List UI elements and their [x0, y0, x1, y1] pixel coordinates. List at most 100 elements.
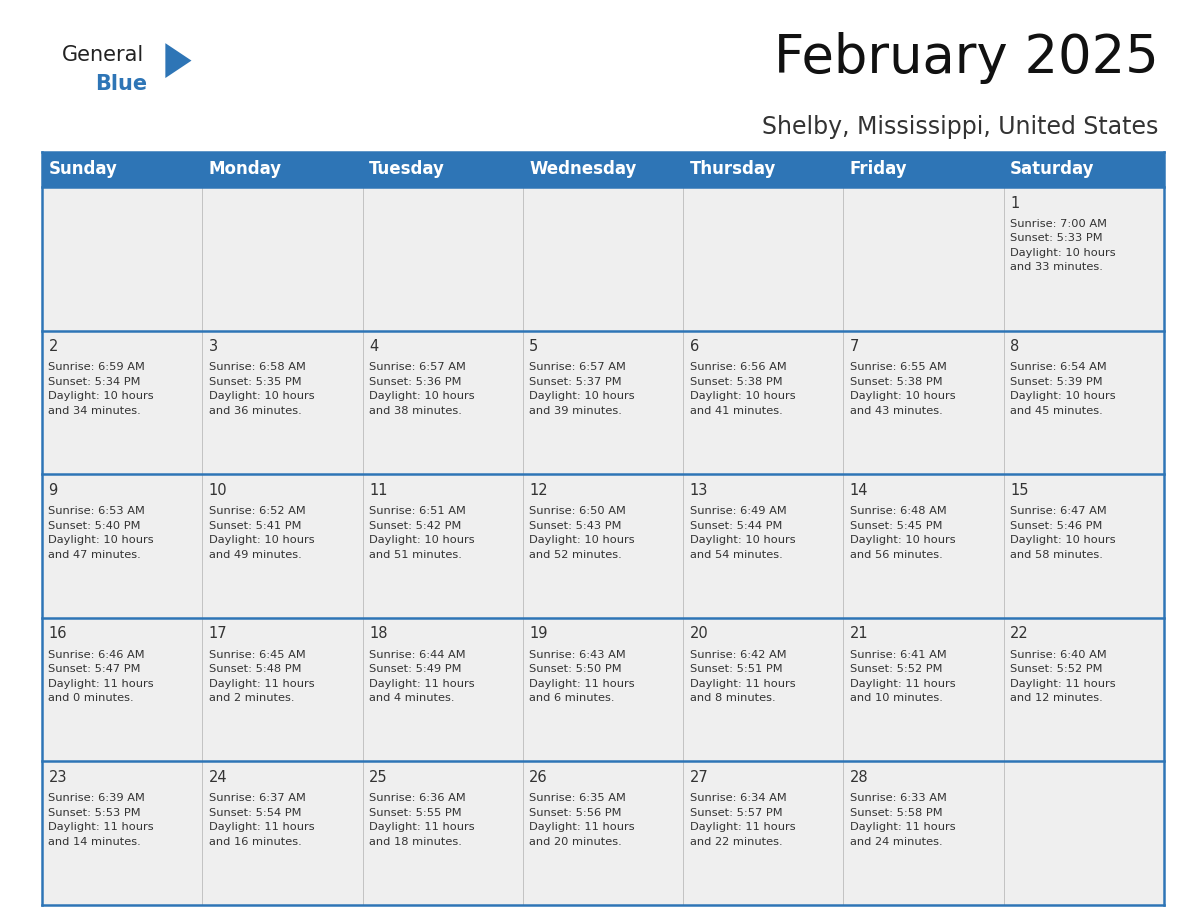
Text: Sunset: 5:35 PM: Sunset: 5:35 PM: [209, 377, 302, 386]
Text: and 43 minutes.: and 43 minutes.: [849, 406, 942, 416]
Text: and 51 minutes.: and 51 minutes.: [369, 550, 462, 559]
Text: Daylight: 10 hours: Daylight: 10 hours: [1010, 391, 1116, 401]
Text: Sunset: 5:57 PM: Sunset: 5:57 PM: [689, 808, 782, 818]
Text: 26: 26: [530, 770, 548, 785]
Text: 11: 11: [369, 483, 387, 498]
Bar: [202, 761, 362, 905]
Text: February 2025: February 2025: [773, 32, 1158, 84]
Text: Daylight: 10 hours: Daylight: 10 hours: [49, 535, 154, 545]
Text: 12: 12: [530, 483, 548, 498]
Text: Sunrise: 6:58 AM: Sunrise: 6:58 AM: [209, 363, 305, 373]
Bar: [683, 152, 843, 187]
Text: 4: 4: [369, 340, 378, 354]
Text: and 24 minutes.: and 24 minutes.: [849, 836, 942, 846]
Text: Sunset: 5:52 PM: Sunset: 5:52 PM: [849, 664, 942, 674]
Bar: [202, 618, 362, 761]
Bar: [42, 330, 202, 475]
Bar: [523, 187, 683, 330]
Bar: [362, 330, 523, 475]
Text: Daylight: 11 hours: Daylight: 11 hours: [209, 678, 315, 688]
Text: and 38 minutes.: and 38 minutes.: [369, 406, 462, 416]
Text: and 2 minutes.: and 2 minutes.: [209, 693, 295, 703]
Text: and 45 minutes.: and 45 minutes.: [1010, 406, 1102, 416]
Text: Sunset: 5:50 PM: Sunset: 5:50 PM: [530, 664, 621, 674]
Text: and 20 minutes.: and 20 minutes.: [530, 836, 623, 846]
Bar: [362, 152, 523, 187]
Text: and 36 minutes.: and 36 minutes.: [209, 406, 302, 416]
Text: 1: 1: [1010, 196, 1019, 210]
Text: Sunrise: 6:54 AM: Sunrise: 6:54 AM: [1010, 363, 1107, 373]
Text: and 14 minutes.: and 14 minutes.: [49, 836, 141, 846]
Text: 14: 14: [849, 483, 868, 498]
Text: Saturday: Saturday: [1010, 161, 1094, 178]
Text: Sunset: 5:43 PM: Sunset: 5:43 PM: [530, 521, 621, 531]
Text: 15: 15: [1010, 483, 1029, 498]
Text: and 6 minutes.: and 6 minutes.: [530, 693, 614, 703]
Text: Sunset: 5:48 PM: Sunset: 5:48 PM: [209, 664, 302, 674]
Text: Tuesday: Tuesday: [369, 161, 444, 178]
Bar: [42, 187, 202, 330]
Bar: [843, 618, 1004, 761]
Text: Daylight: 11 hours: Daylight: 11 hours: [530, 823, 634, 833]
Text: Sunset: 5:44 PM: Sunset: 5:44 PM: [689, 521, 782, 531]
Bar: [42, 152, 202, 187]
Text: 7: 7: [849, 340, 859, 354]
Text: Sunrise: 6:51 AM: Sunrise: 6:51 AM: [369, 506, 466, 516]
Text: and 16 minutes.: and 16 minutes.: [209, 836, 302, 846]
Text: Daylight: 11 hours: Daylight: 11 hours: [689, 823, 795, 833]
Text: and 0 minutes.: and 0 minutes.: [49, 693, 134, 703]
Text: Daylight: 10 hours: Daylight: 10 hours: [530, 535, 634, 545]
Bar: [523, 475, 683, 618]
Text: Daylight: 10 hours: Daylight: 10 hours: [689, 391, 795, 401]
Text: 9: 9: [49, 483, 58, 498]
Text: Sunrise: 6:49 AM: Sunrise: 6:49 AM: [689, 506, 786, 516]
Text: Daylight: 10 hours: Daylight: 10 hours: [849, 391, 955, 401]
Text: Sunrise: 6:55 AM: Sunrise: 6:55 AM: [849, 363, 947, 373]
Text: Sunrise: 6:50 AM: Sunrise: 6:50 AM: [530, 506, 626, 516]
Text: 21: 21: [849, 626, 868, 642]
Text: Sunset: 5:52 PM: Sunset: 5:52 PM: [1010, 664, 1102, 674]
Text: Daylight: 11 hours: Daylight: 11 hours: [849, 823, 955, 833]
Text: Wednesday: Wednesday: [530, 161, 637, 178]
Text: and 52 minutes.: and 52 minutes.: [530, 550, 623, 559]
Bar: [202, 152, 362, 187]
Text: 27: 27: [689, 770, 708, 785]
Bar: [683, 475, 843, 618]
Text: Sunset: 5:47 PM: Sunset: 5:47 PM: [49, 664, 141, 674]
Text: Daylight: 10 hours: Daylight: 10 hours: [209, 535, 315, 545]
Text: Sunset: 5:36 PM: Sunset: 5:36 PM: [369, 377, 461, 386]
Text: and 33 minutes.: and 33 minutes.: [1010, 263, 1102, 273]
Bar: [1004, 152, 1164, 187]
Bar: [1004, 330, 1164, 475]
Text: and 8 minutes.: and 8 minutes.: [689, 693, 776, 703]
Text: Sunset: 5:40 PM: Sunset: 5:40 PM: [49, 521, 141, 531]
Text: and 47 minutes.: and 47 minutes.: [49, 550, 141, 559]
Text: Sunset: 5:49 PM: Sunset: 5:49 PM: [369, 664, 461, 674]
Text: 16: 16: [49, 626, 67, 642]
Text: and 54 minutes.: and 54 minutes.: [689, 550, 783, 559]
Bar: [523, 330, 683, 475]
Bar: [843, 187, 1004, 330]
Text: 23: 23: [49, 770, 67, 785]
Text: Sunset: 5:33 PM: Sunset: 5:33 PM: [1010, 233, 1102, 243]
Bar: [843, 330, 1004, 475]
Text: Daylight: 10 hours: Daylight: 10 hours: [1010, 248, 1116, 258]
Text: Sunrise: 6:36 AM: Sunrise: 6:36 AM: [369, 793, 466, 803]
Text: Daylight: 10 hours: Daylight: 10 hours: [849, 535, 955, 545]
Text: Sunset: 5:38 PM: Sunset: 5:38 PM: [689, 377, 782, 386]
Bar: [683, 618, 843, 761]
Bar: [523, 618, 683, 761]
Text: Daylight: 11 hours: Daylight: 11 hours: [49, 823, 154, 833]
Bar: [843, 152, 1004, 187]
Bar: [202, 475, 362, 618]
Text: Daylight: 10 hours: Daylight: 10 hours: [49, 391, 154, 401]
Text: Sunrise: 6:41 AM: Sunrise: 6:41 AM: [849, 650, 947, 660]
Text: 6: 6: [689, 340, 699, 354]
Bar: [42, 761, 202, 905]
Text: Daylight: 10 hours: Daylight: 10 hours: [530, 391, 634, 401]
Text: Monday: Monday: [209, 161, 282, 178]
Bar: [1004, 618, 1164, 761]
Text: Sunrise: 6:48 AM: Sunrise: 6:48 AM: [849, 506, 947, 516]
Text: 5: 5: [530, 340, 538, 354]
Bar: [1004, 187, 1164, 330]
